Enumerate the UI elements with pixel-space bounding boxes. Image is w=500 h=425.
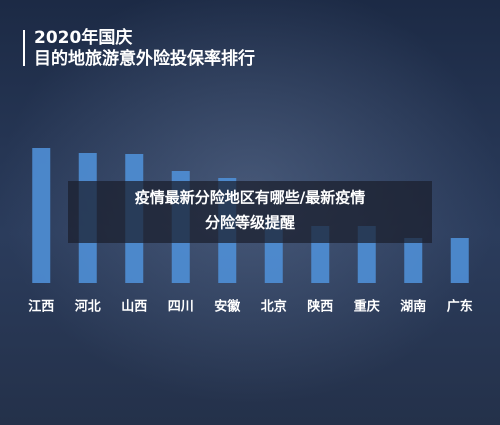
x-tick-label: 河北 bbox=[75, 299, 101, 315]
overlay-text: 分险等级提醒 bbox=[205, 214, 295, 232]
x-tick-label: 重庆 bbox=[354, 299, 380, 315]
chart-title: 目的地旅游意外险投保率排行 bbox=[34, 48, 255, 69]
x-tick-label: 广东 bbox=[447, 299, 473, 315]
x-tick-label: 北京 bbox=[261, 299, 287, 315]
bar bbox=[450, 238, 469, 283]
overlay-text: 疫情最新分险地区有哪些/最新疫情 bbox=[135, 189, 365, 207]
x-tick-label: 山西 bbox=[121, 299, 147, 315]
bar bbox=[404, 238, 423, 283]
x-tick-label: 四川 bbox=[168, 300, 194, 315]
x-tick-label: 安徽 bbox=[214, 299, 241, 315]
overlay-box bbox=[68, 181, 432, 243]
bar bbox=[32, 148, 51, 283]
x-tick-label: 江西 bbox=[28, 299, 54, 315]
x-tick-label: 湖南 bbox=[400, 299, 426, 315]
chart-title: 2020年国庆 bbox=[34, 27, 132, 48]
x-tick-label: 陕西 bbox=[307, 299, 333, 315]
